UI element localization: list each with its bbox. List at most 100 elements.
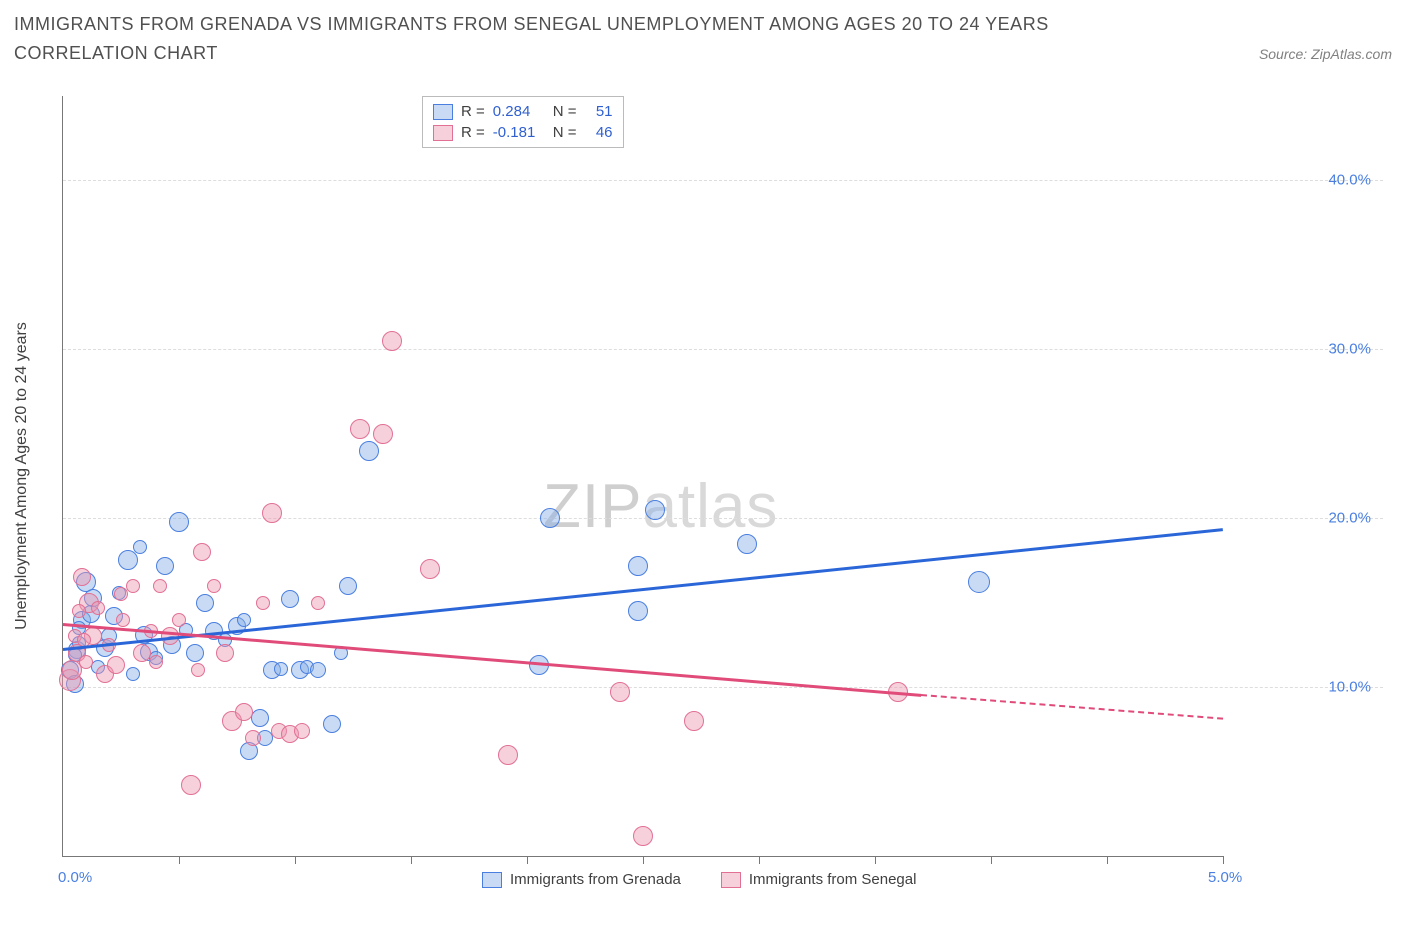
legend-r-label: R =	[461, 103, 485, 120]
scatter-point	[153, 579, 167, 593]
scatter-point	[237, 613, 251, 627]
x-tick	[527, 856, 528, 864]
scatter-point	[126, 579, 140, 593]
scatter-point	[118, 550, 138, 570]
y-axis-label: Unemployment Among Ages 20 to 24 years	[13, 322, 31, 630]
chart-title: IMMIGRANTS FROM GRENADA VS IMMIGRANTS FR…	[14, 10, 1164, 68]
legend-bottom-item: Immigrants from Grenada	[482, 871, 681, 888]
scatter-point	[193, 543, 211, 561]
x-tick	[411, 856, 412, 864]
gridline	[63, 349, 1383, 350]
scatter-point	[610, 682, 630, 702]
scatter-point	[684, 711, 704, 731]
x-tick	[179, 856, 180, 864]
scatter-point	[72, 604, 86, 618]
trend-line	[921, 694, 1223, 720]
legend-n-value: 51	[585, 103, 613, 120]
scatter-point	[126, 667, 140, 681]
x-tick	[643, 856, 644, 864]
legend-top-row: R = 0.284 N = 51	[433, 101, 613, 122]
scatter-point	[420, 559, 440, 579]
x-axis-max-label: 5.0%	[1208, 869, 1242, 886]
gridline	[63, 687, 1383, 688]
gridline	[63, 180, 1383, 181]
gridline	[63, 518, 1383, 519]
scatter-point	[191, 663, 205, 677]
scatter-point	[968, 571, 990, 593]
legend-r-value: -0.181	[493, 124, 545, 141]
y2-tick-label: 40.0%	[1241, 172, 1371, 189]
scatter-point	[339, 577, 357, 595]
source-label: Source: ZipAtlas.com	[1259, 46, 1392, 62]
scatter-point	[169, 512, 189, 532]
scatter-point	[310, 662, 326, 678]
scatter-point	[628, 556, 648, 576]
legend-n-label: N =	[553, 103, 577, 120]
scatter-point	[323, 715, 341, 733]
legend-series-name: Immigrants from Grenada	[510, 871, 681, 888]
y2-tick-label: 30.0%	[1241, 341, 1371, 358]
y2-tick-label: 20.0%	[1241, 510, 1371, 527]
legend-top: R = 0.284 N = 51 R = -0.181 N = 46	[422, 96, 624, 148]
legend-series-name: Immigrants from Senegal	[749, 871, 917, 888]
legend-swatch	[433, 104, 453, 120]
x-tick	[295, 856, 296, 864]
scatter-point	[107, 656, 125, 674]
legend-swatch	[433, 125, 453, 141]
scatter-point	[628, 601, 648, 621]
header-row: IMMIGRANTS FROM GRENADA VS IMMIGRANTS FR…	[14, 10, 1392, 68]
scatter-point	[114, 587, 128, 601]
scatter-point	[256, 596, 270, 610]
y2-tick-label: 10.0%	[1241, 679, 1371, 696]
scatter-point	[79, 655, 93, 669]
legend-r-value: 0.284	[493, 103, 545, 120]
scatter-point	[149, 655, 163, 669]
scatter-point	[186, 644, 204, 662]
scatter-point	[540, 508, 560, 528]
legend-top-row: R = -0.181 N = 46	[433, 122, 613, 143]
legend-swatch	[721, 872, 741, 888]
scatter-point	[645, 500, 665, 520]
x-tick	[991, 856, 992, 864]
legend-bottom-item: Immigrants from Senegal	[721, 871, 917, 888]
x-tick	[1107, 856, 1108, 864]
scatter-point	[373, 424, 393, 444]
scatter-point	[294, 723, 310, 739]
scatter-point	[737, 534, 757, 554]
scatter-point	[172, 613, 186, 627]
legend-n-label: N =	[553, 124, 577, 141]
scatter-point	[196, 594, 214, 612]
trend-line	[63, 528, 1223, 651]
scatter-point	[73, 568, 91, 586]
legend-swatch	[482, 872, 502, 888]
scatter-point	[498, 745, 518, 765]
scatter-point	[235, 703, 253, 721]
scatter-point	[245, 730, 261, 746]
scatter-point	[251, 709, 269, 727]
watermark-bold: ZIP	[543, 472, 642, 541]
scatter-point	[311, 596, 325, 610]
plot-wrap: Unemployment Among Ages 20 to 24 years Z…	[62, 96, 1382, 856]
legend-r-label: R =	[461, 124, 485, 141]
scatter-point	[633, 826, 653, 846]
scatter-point	[181, 775, 201, 795]
x-tick	[1223, 856, 1224, 864]
scatter-point	[281, 590, 299, 608]
scatter-point	[274, 662, 288, 676]
scatter-point	[156, 557, 174, 575]
scatter-point	[262, 503, 282, 523]
scatter-point	[216, 644, 234, 662]
x-tick	[875, 856, 876, 864]
x-axis-min-label: 0.0%	[58, 869, 92, 886]
scatter-point	[133, 540, 147, 554]
scatter-point	[91, 601, 105, 615]
legend-n-value: 46	[585, 124, 613, 141]
scatter-point	[359, 441, 379, 461]
plot-area: Unemployment Among Ages 20 to 24 years Z…	[62, 96, 1223, 857]
scatter-point	[207, 579, 221, 593]
scatter-point	[382, 331, 402, 351]
scatter-point	[116, 613, 130, 627]
legend-bottom: Immigrants from Grenada Immigrants from S…	[482, 871, 916, 888]
scatter-point	[350, 419, 370, 439]
x-tick	[759, 856, 760, 864]
